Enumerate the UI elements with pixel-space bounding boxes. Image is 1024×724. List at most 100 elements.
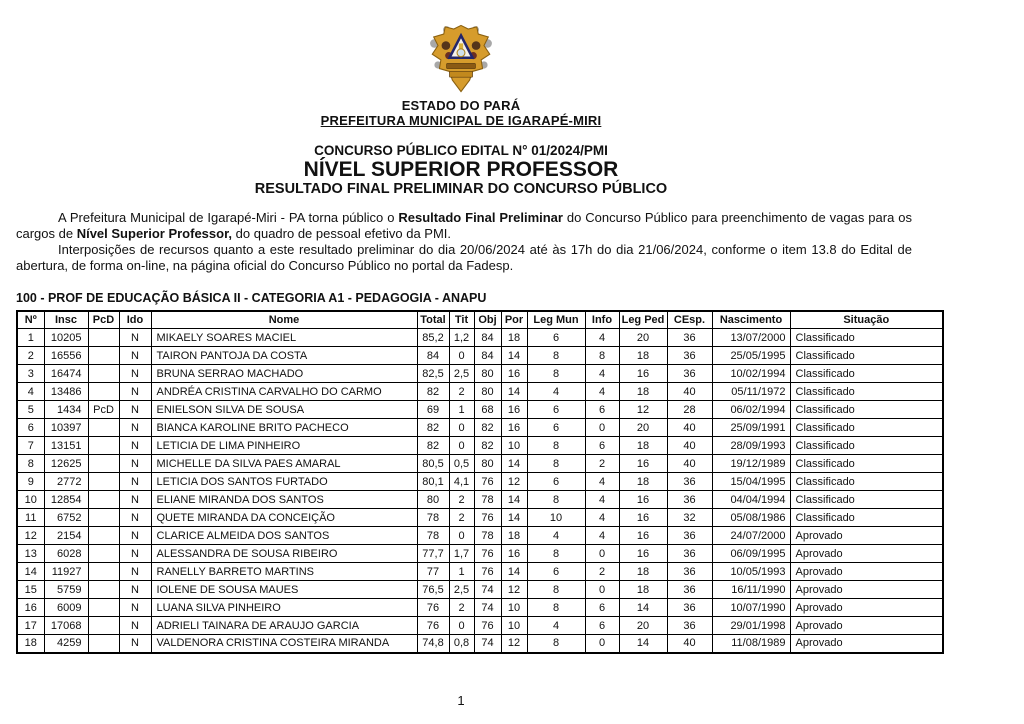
table-cell: 5759 <box>43 580 89 600</box>
table-cell: 76 <box>473 508 502 528</box>
table-cell: Aprovado <box>789 562 944 582</box>
table-cell: 0 <box>448 346 475 366</box>
table-cell: 82 <box>416 382 450 402</box>
table-row: 1 10205 N MIKAELY SOARES MACIEL 85,2 1,2 84 18 6… <box>16 328 944 348</box>
table-cell: 6 <box>526 328 586 348</box>
table-cell: ADRIELI TAINARA DE ARAUJO GARCIA <box>150 616 418 636</box>
table-row: 4 13486 N ANDRÉA CRISTINA CARVALHO DO CARMO… <box>16 382 944 402</box>
table-cell: 16474 <box>43 364 89 384</box>
table-cell: 0 <box>448 418 475 438</box>
intro-p1-text2: do Concurso Público para preenchimento d… <box>16 210 912 242</box>
table-cell: 74 <box>473 598 502 618</box>
table-cell: 25/05/1995 <box>711 346 791 366</box>
table-cell: 7 <box>16 436 45 456</box>
table-cell: Aprovado <box>789 598 944 618</box>
table-cell: 04/04/1994 <box>711 490 791 510</box>
table-cell: 14 <box>500 508 528 528</box>
table-cell: 76,5 <box>416 580 450 600</box>
intro-p1-text: A Prefeitura Municipal de Igarapé-Miri -… <box>58 210 399 226</box>
table-cell: 5 <box>16 400 45 420</box>
table-cell: 8 <box>526 598 586 618</box>
table-cell: 6 <box>584 400 620 420</box>
column-header-11: Leg Ped <box>618 310 668 330</box>
table-cell <box>87 544 120 564</box>
table-cell: N <box>118 526 152 546</box>
table-cell: 40 <box>666 382 713 402</box>
table-cell: 10/05/1993 <box>711 562 791 582</box>
table-cell: ALESSANDRA DE SOUSA RIBEIRO <box>150 544 418 564</box>
table-cell: 4 <box>584 490 620 510</box>
table-cell: 8 <box>16 454 45 474</box>
table-cell: 8 <box>526 490 586 510</box>
table-cell: Classificado <box>789 328 944 348</box>
table-cell: 36 <box>666 346 713 366</box>
table-row: 3 16474 N BRUNA SERRAO MACHADO 82,5 2,5 80 16 8 4… <box>16 364 944 384</box>
table-cell: 4,1 <box>448 472 475 492</box>
table-cell: 16 <box>16 598 45 618</box>
column-header-7: Obj <box>473 310 502 330</box>
table-cell: 20 <box>618 418 668 438</box>
table-cell: 36 <box>666 616 713 636</box>
table-cell: 40 <box>666 418 713 438</box>
table-cell: 80,5 <box>416 454 450 474</box>
table-cell: N <box>118 490 152 510</box>
table-cell: 16 <box>618 454 668 474</box>
table-cell: 13/07/2000 <box>711 328 791 348</box>
table-cell: QUETE MIRANDA DA CONCEIÇÃO <box>150 508 418 528</box>
intro-paragraph-2: Interposições de recursos quanto a este … <box>16 242 912 274</box>
table-cell: 13486 <box>43 382 89 402</box>
table-row: 12 2154 N CLARICE ALMEIDA DOS SANTOS 78 0 78 18… <box>16 526 944 546</box>
table-cell: 40 <box>666 436 713 456</box>
table-cell: 2,5 <box>448 364 475 384</box>
table-cell: 6009 <box>43 598 89 618</box>
table-cell: 14 <box>618 598 668 618</box>
column-header-13: Nascimento <box>711 310 791 330</box>
table-cell: Classificado <box>789 436 944 456</box>
table-cell: 4 <box>584 526 620 546</box>
table-cell: 12 <box>500 472 528 492</box>
table-cell: 76 <box>416 598 450 618</box>
table-cell: N <box>118 580 152 600</box>
table-cell: N <box>118 418 152 438</box>
column-header-9: Leg Mun <box>526 310 586 330</box>
table-cell <box>87 364 120 384</box>
table-cell: 4259 <box>43 634 89 654</box>
table-cell: 28/09/1993 <box>711 436 791 456</box>
table-cell: Classificado <box>789 400 944 420</box>
table-cell: 18 <box>618 436 668 456</box>
table-cell: 2154 <box>43 526 89 546</box>
table-cell <box>87 418 120 438</box>
table-cell: 8 <box>526 364 586 384</box>
table-cell: 36 <box>666 598 713 618</box>
table-cell: 6028 <box>43 544 89 564</box>
table-cell: 76 <box>473 562 502 582</box>
table-cell: 40 <box>666 454 713 474</box>
table-cell: 18 <box>618 580 668 600</box>
table-cell: Aprovado <box>789 580 944 600</box>
table-cell: 76 <box>416 616 450 636</box>
table-cell: N <box>118 562 152 582</box>
table-cell: Aprovado <box>789 544 944 564</box>
table-cell: 0,5 <box>448 454 475 474</box>
table-cell: LETICIA DOS SANTOS FURTADO <box>150 472 418 492</box>
table-cell: 12854 <box>43 490 89 510</box>
table-cell: 14 <box>500 562 528 582</box>
table-cell: 0 <box>448 436 475 456</box>
column-header-3: Ido <box>118 310 152 330</box>
table-row: 15 5759 N IOLENE DE SOUSA MAUES 76,5 2,5 74 12 8… <box>16 580 944 600</box>
table-cell: 1,2 <box>448 328 475 348</box>
table-cell: 9 <box>16 472 45 492</box>
column-header-1: Insc <box>43 310 89 330</box>
table-cell: 1 <box>448 400 475 420</box>
table-cell: N <box>118 436 152 456</box>
column-header-5: Total <box>416 310 450 330</box>
table-cell: 8 <box>526 580 586 600</box>
table-cell: 78 <box>416 508 450 528</box>
table-cell: N <box>118 544 152 564</box>
table-cell: 6 <box>526 400 586 420</box>
table-row: 9 2772 N LETICIA DOS SANTOS FURTADO 80,1 4,1 7… <box>16 472 944 492</box>
table-cell <box>87 562 120 582</box>
table-cell: 16 <box>618 490 668 510</box>
table-cell: 2 <box>448 490 475 510</box>
table-cell: 4 <box>526 526 586 546</box>
